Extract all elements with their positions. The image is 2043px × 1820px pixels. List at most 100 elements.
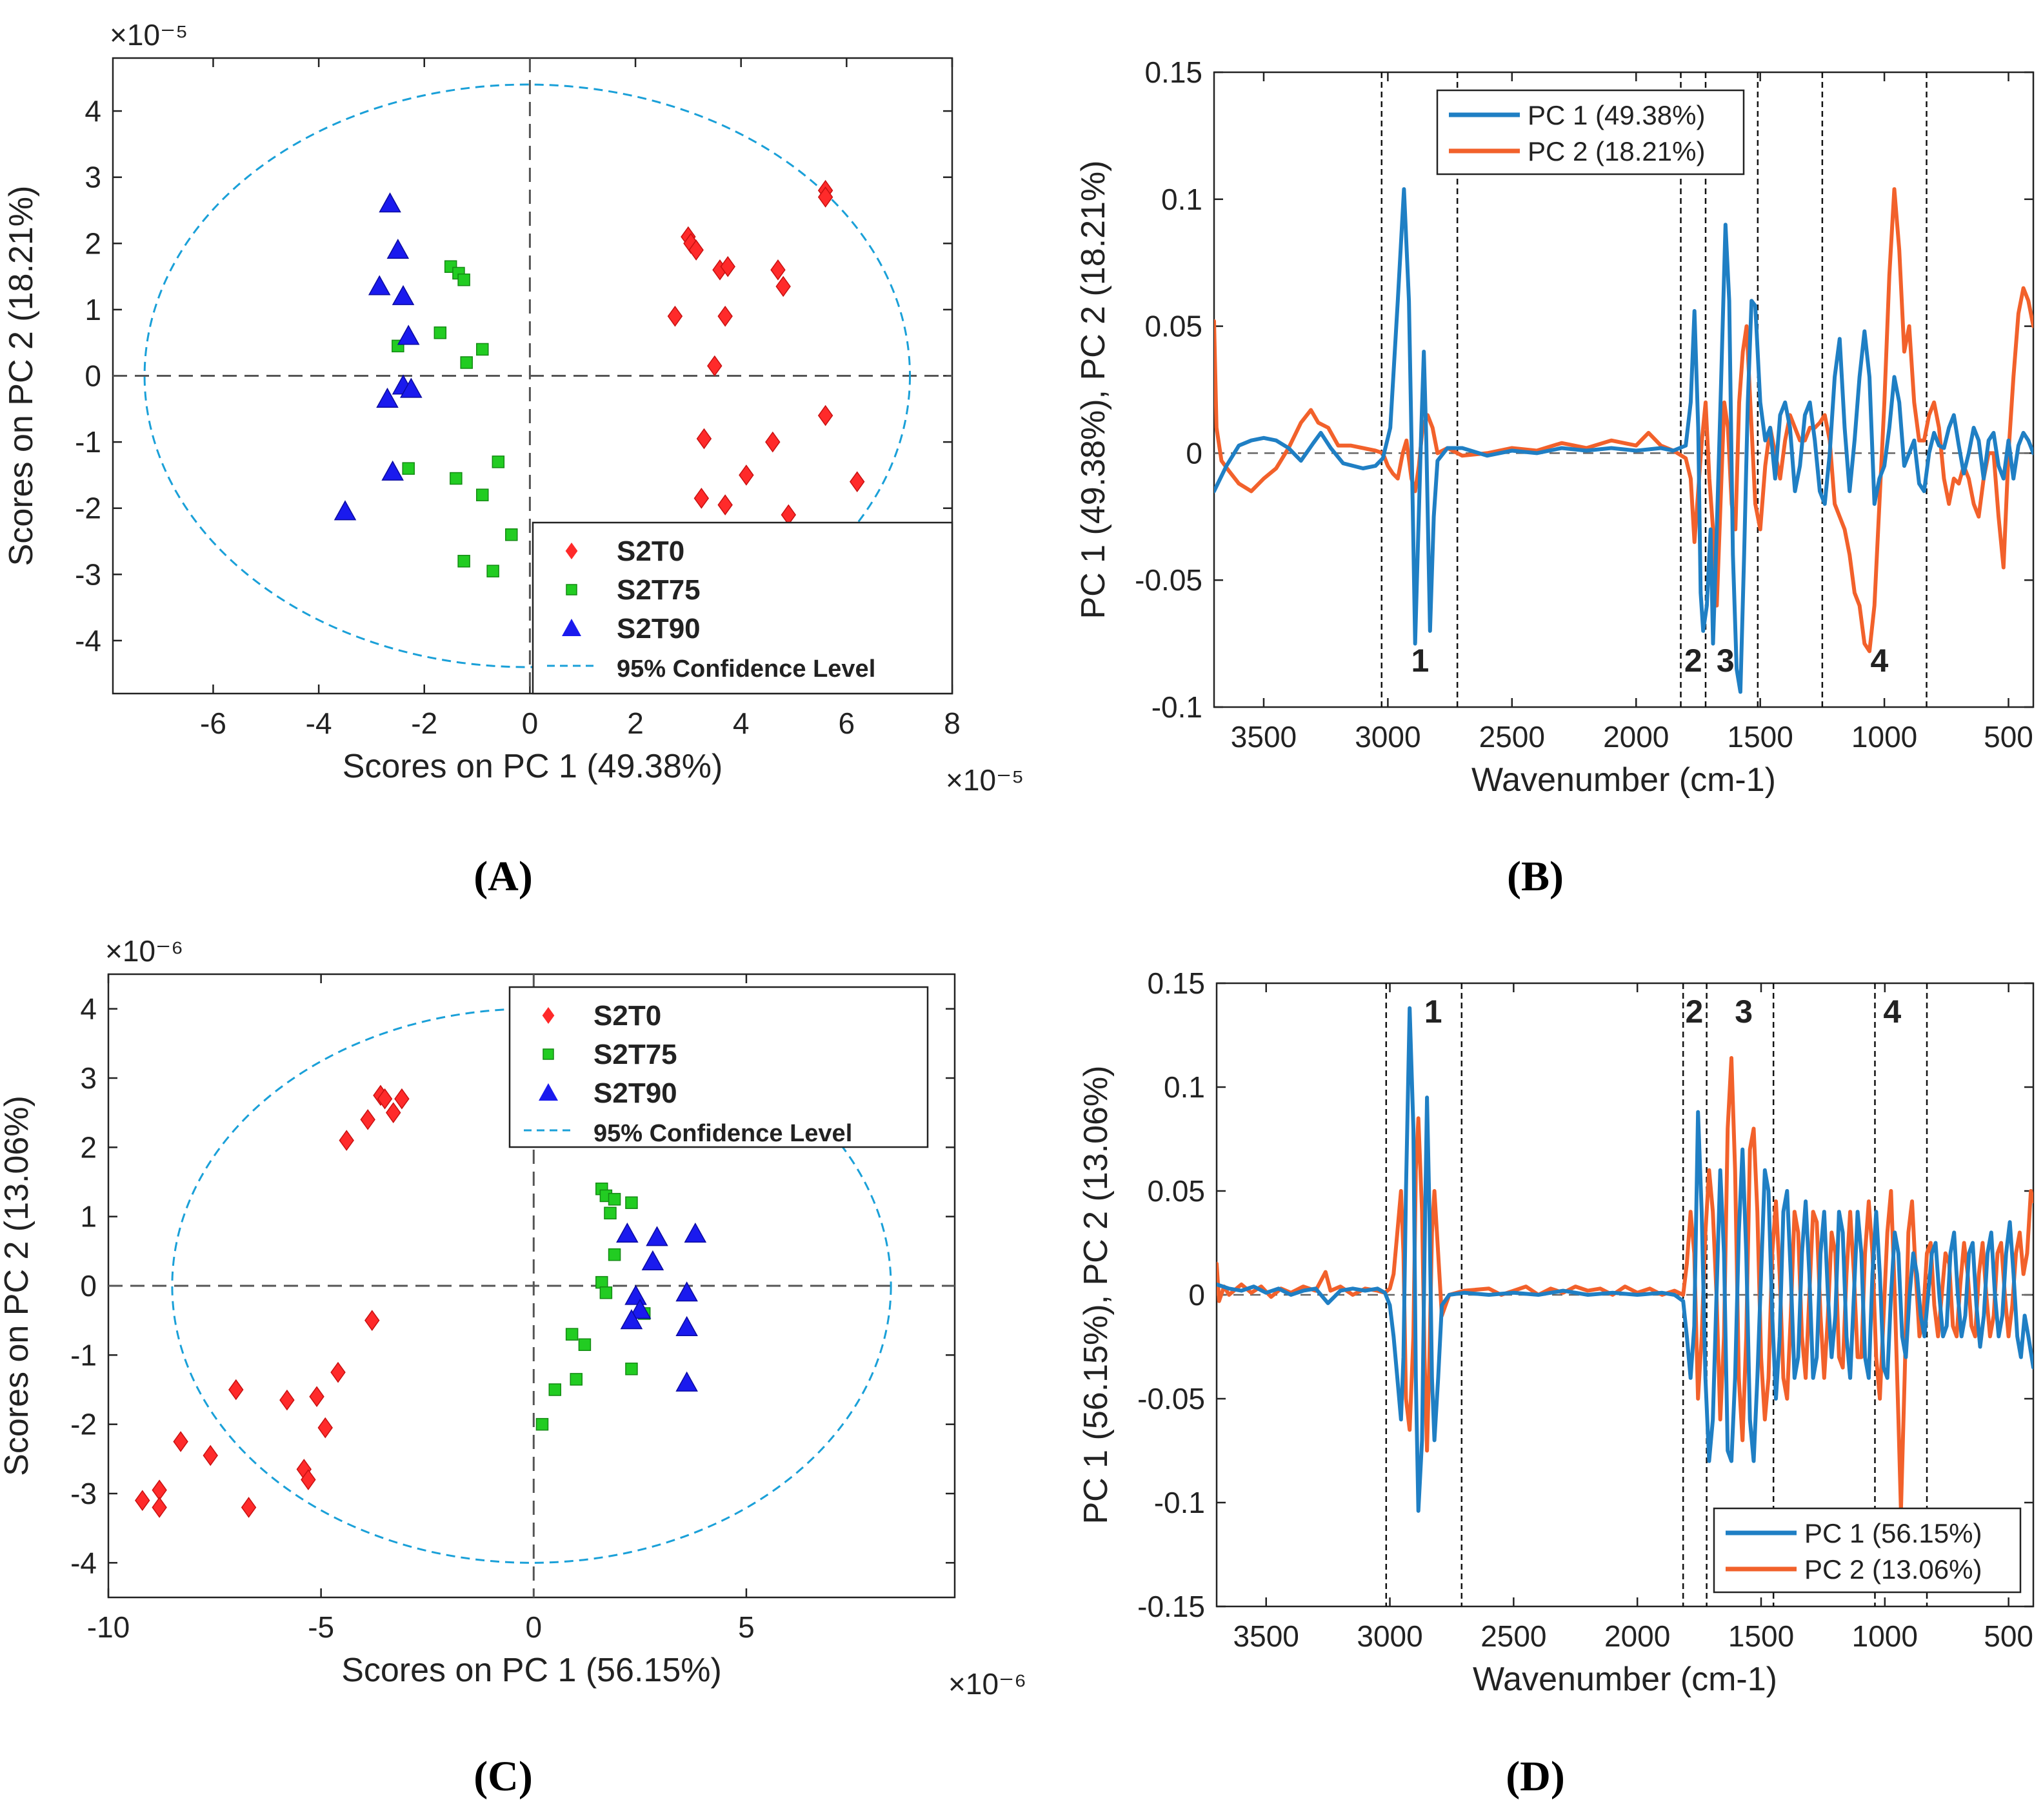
point-s2t0 — [717, 305, 733, 327]
point-s2t90 — [334, 500, 357, 521]
series-line — [1214, 187, 2033, 694]
x-tick-label: -5 — [308, 1610, 334, 1644]
y-axis-label: PC 1 (49.38%), PC 2 (18.21%) — [1075, 161, 1112, 619]
region-label: 4 — [1870, 643, 1888, 679]
y-tick-label: 0.15 — [1147, 966, 1205, 1000]
point-s2t75 — [625, 1363, 638, 1375]
legend-label: 95% Confidence Level — [593, 1120, 852, 1147]
region-label: 3 — [1717, 643, 1735, 679]
x-exponent: ×10⁻⁶ — [948, 1667, 1026, 1701]
y-tick-label: -1 — [70, 1338, 97, 1372]
y-tick-label: -3 — [70, 1477, 97, 1510]
legend-box — [532, 521, 953, 695]
y-tick-label: 1 — [80, 1200, 97, 1234]
x-tick-label: 3500 — [1231, 720, 1297, 754]
point-s2t90 — [675, 1315, 698, 1336]
point-s2t75 — [595, 1275, 608, 1289]
x-tick-label: 500 — [1984, 720, 2033, 754]
plot-area — [113, 58, 952, 694]
point-s2t90 — [392, 285, 415, 305]
panel-label: (D) — [1506, 1753, 1565, 1800]
point-s2t0 — [339, 1130, 354, 1151]
legend-box — [1713, 1507, 2022, 1594]
point-s2t75 — [457, 555, 470, 568]
point-s2t0 — [228, 1379, 244, 1401]
point-s2t0 — [386, 1102, 401, 1123]
legend-marker-square — [566, 584, 577, 595]
point-s2t90 — [675, 1281, 698, 1302]
region-label: 2 — [1686, 994, 1704, 1030]
y-tick-label: 3 — [80, 1061, 97, 1095]
panel-label: (A) — [473, 853, 533, 900]
legend-label: S2T90 — [593, 1077, 677, 1109]
panel-d: 3500 3000 2500 2000 1500 1000 500 -0.15 -0.1 -0.0… — [1077, 966, 2035, 1800]
point-s2t0 — [707, 355, 723, 377]
y-tick-label: 0.1 — [1164, 1070, 1205, 1104]
y-tick-label: 0.1 — [1161, 183, 1202, 216]
point-s2t90 — [675, 1371, 698, 1392]
x-tick-label: 1500 — [1728, 1619, 1794, 1653]
x-tick-label: 3000 — [1355, 720, 1420, 754]
y-tick-label: -0.05 — [1137, 1382, 1205, 1415]
point-s2t75 — [604, 1206, 617, 1220]
y-tick-label: 2 — [85, 226, 101, 260]
point-s2t0 — [739, 465, 754, 486]
legend-label: 95% Confidence Level — [617, 655, 875, 683]
y-tick-label: 1 — [85, 293, 101, 326]
point-s2t0 — [173, 1431, 188, 1452]
y-axis-label: Scores on PC 2 (18.21%) — [3, 186, 40, 566]
y-tick-label: -0.1 — [1151, 690, 1202, 724]
x-tick-label: 4 — [733, 706, 750, 740]
legend-marker-triangle — [562, 619, 581, 636]
point-s2t0 — [317, 1417, 333, 1439]
legend-label: S2T75 — [617, 574, 701, 606]
point-s2t0 — [394, 1088, 410, 1110]
point-s2t75 — [434, 326, 447, 339]
point-s2t0 — [775, 275, 791, 297]
x-exponent: ×10⁻⁵ — [946, 763, 1024, 797]
x-tick-label: 2 — [627, 706, 644, 740]
point-s2t90 — [641, 1250, 664, 1270]
point-s2t0 — [377, 1088, 393, 1110]
y-tick-label: -4 — [70, 1546, 97, 1579]
point-s2t75 — [578, 1338, 592, 1351]
x-tick-label: 5 — [738, 1610, 755, 1644]
point-s2t90 — [646, 1226, 668, 1246]
legend-box — [508, 986, 929, 1148]
panel-a: -6 -4 -2 0 2 4 6 8 -4 -3 -2 -1 0 1 2 3 4 Scores on PC 1 (… — [3, 18, 1024, 900]
y-tick-label: -4 — [75, 624, 101, 657]
point-s2t0 — [330, 1361, 346, 1383]
legend-marker-square — [543, 1048, 554, 1060]
point-s2t75 — [505, 528, 518, 541]
legend-label: S2T75 — [593, 1039, 677, 1070]
point-s2t90 — [400, 377, 423, 398]
y-tick-label: 0 — [80, 1269, 97, 1303]
legend: PC 1 (49.38%) PC 2 (18.21%) — [1436, 89, 1745, 175]
x-tick-label: -10 — [87, 1610, 130, 1644]
x-axis-label: Scores on PC 1 (56.15%) — [341, 1652, 722, 1689]
point-s2t0 — [135, 1490, 150, 1512]
x-tick-label: 6 — [839, 706, 855, 740]
point-s2t0 — [360, 1109, 375, 1130]
x-tick-label: 0 — [522, 706, 539, 740]
point-s2t90 — [624, 1285, 647, 1305]
plot-area — [1217, 983, 2033, 1606]
y-tick-label: 3 — [85, 161, 101, 194]
y-tick-label: 4 — [80, 992, 97, 1026]
point-s2t0 — [152, 1497, 167, 1518]
y-tick-label: -2 — [70, 1408, 97, 1441]
point-s2t0 — [301, 1469, 316, 1490]
y-tick-label: -0.05 — [1135, 563, 1202, 597]
point-s2t75 — [492, 455, 505, 468]
x-tick-label: 1000 — [1852, 1619, 1918, 1653]
region-label: 1 — [1411, 643, 1430, 679]
y-tick-label: -2 — [75, 492, 101, 525]
legend-label: PC 2 (18.21%) — [1528, 136, 1705, 166]
point-s2t90 — [368, 275, 391, 295]
y-tick-label: 0.05 — [1144, 310, 1202, 343]
legend-label: S2T0 — [593, 1000, 661, 1032]
y-tick-label: 0 — [1188, 1278, 1205, 1312]
point-s2t90 — [376, 387, 399, 408]
